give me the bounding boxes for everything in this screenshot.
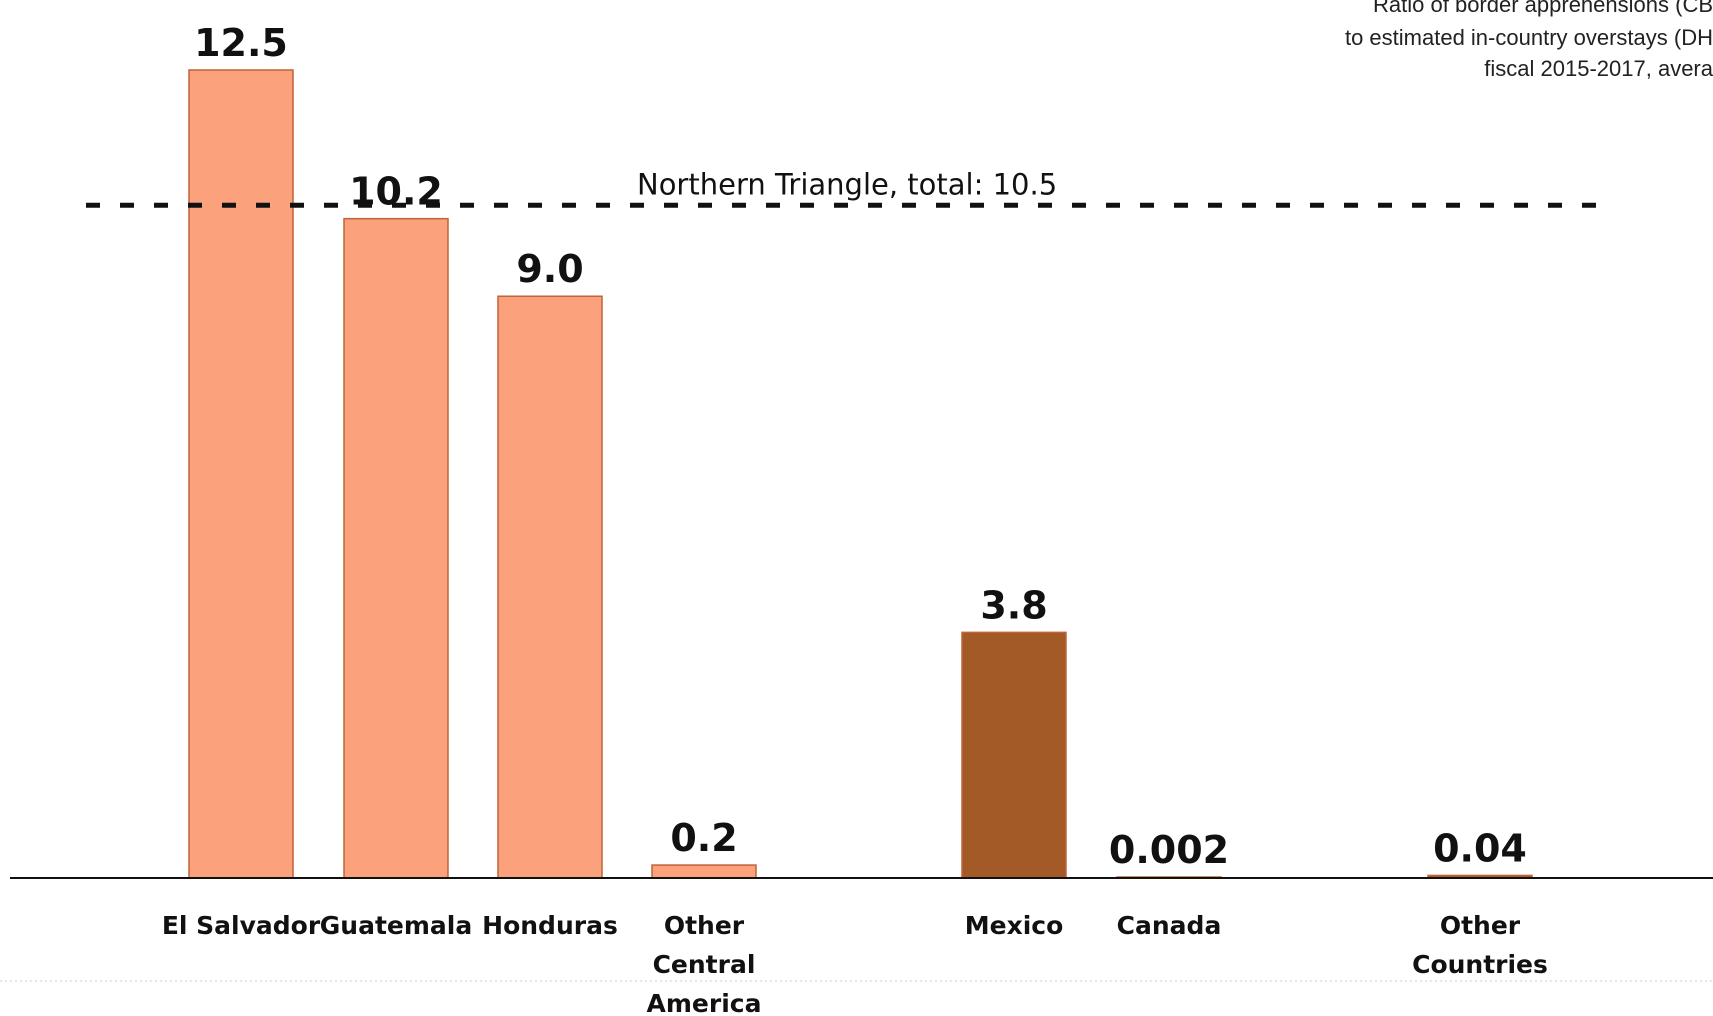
category-label: Canada <box>1117 911 1222 940</box>
value-label: 0.04 <box>1433 826 1527 870</box>
category-label: Other <box>664 911 745 940</box>
category-label: Countries <box>1412 950 1548 979</box>
category-label: El Salvador <box>162 911 321 940</box>
value-label: 3.8 <box>980 583 1047 627</box>
x-axis <box>0 877 1713 982</box>
bar <box>961 631 1067 879</box>
category-label: America <box>647 989 762 1016</box>
value-label: 0.2 <box>670 816 737 860</box>
category-label: Honduras <box>482 911 618 940</box>
value-label: 9.0 <box>516 247 583 291</box>
value-label: 10.2 <box>349 170 443 214</box>
subtitle-line: Ratio of border apprehensions (CB <box>1373 0 1713 17</box>
category-label: Guatemala <box>320 911 472 940</box>
bar <box>497 295 603 879</box>
reference-line-group: Northern Triangle, total: 10.5 <box>86 167 1615 208</box>
chart-subtitle: Ratio of border apprehensions (CB to esti… <box>1345 0 1713 81</box>
category-labels: El Salvador Guatemala Honduras Other Central… <box>162 911 1548 1016</box>
bars <box>188 69 1533 879</box>
reference-line-label: Northern Triangle, total: 10.5 <box>637 167 1057 201</box>
bar <box>343 217 449 879</box>
bar <box>188 69 294 879</box>
subtitle-line: to estimated in-country overstays (DH <box>1345 25 1713 50</box>
value-label: 12.5 <box>194 21 288 65</box>
category-label: Other <box>1440 911 1521 940</box>
bar <box>651 864 757 879</box>
value-label: 0.002 <box>1109 828 1229 872</box>
subtitle-line: fiscal 2015-2017, avera <box>1484 56 1713 81</box>
category-label: Mexico <box>965 911 1064 940</box>
category-label: Central <box>653 950 756 979</box>
value-labels: 12.5 10.2 9.0 0.2 3.8 0.002 0.04 <box>194 21 1527 872</box>
